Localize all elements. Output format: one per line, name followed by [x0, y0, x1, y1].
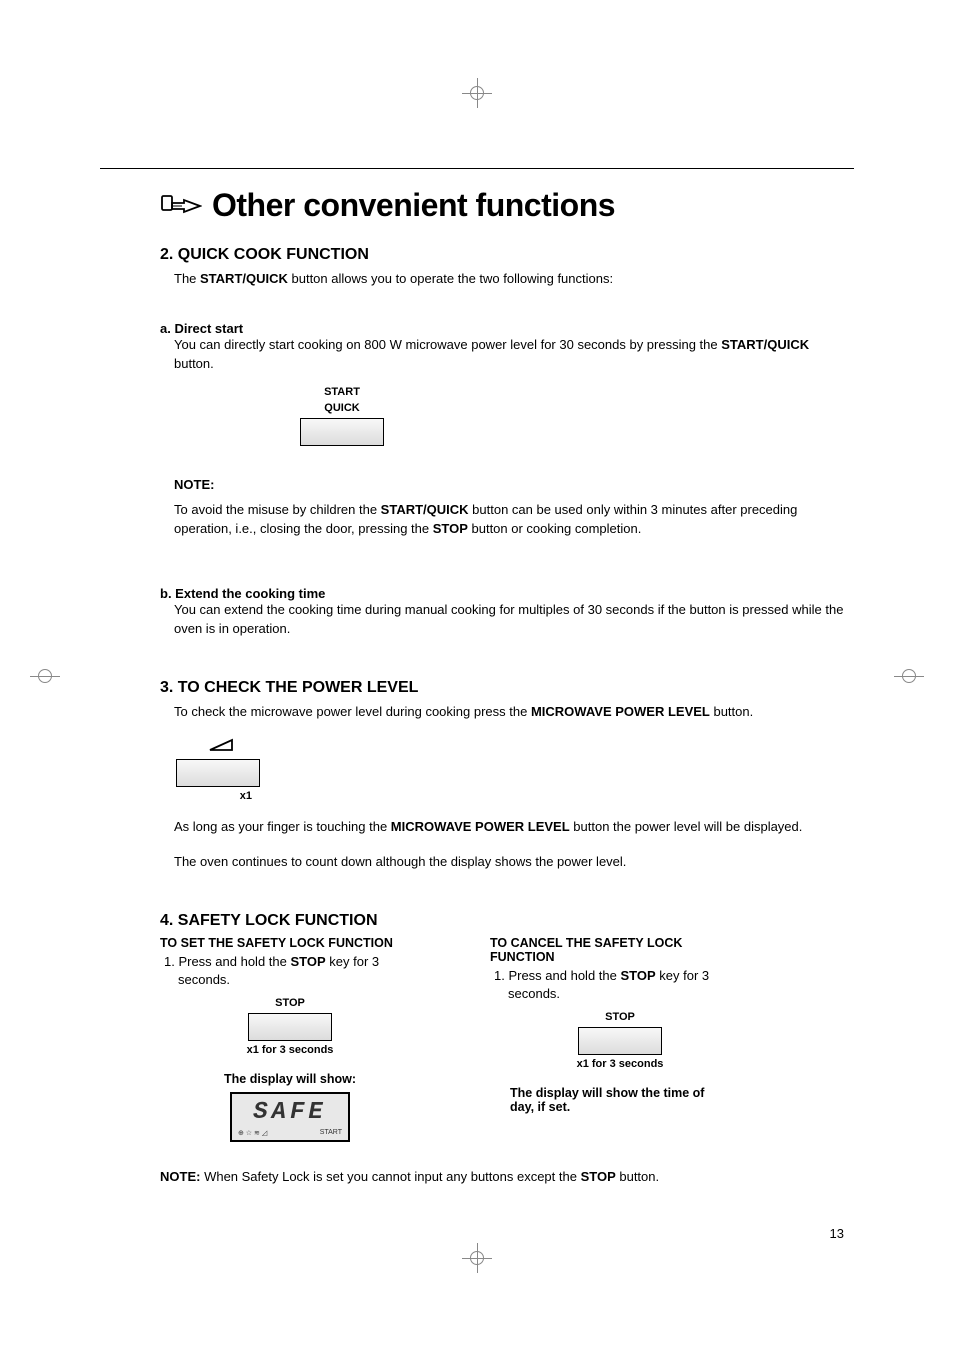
- subsection-b-head: b. Extend the cooking time: [160, 586, 844, 601]
- section-3-line3: The oven continues to count down althoug…: [174, 853, 844, 872]
- crop-mark-right: [894, 661, 924, 691]
- lcd-display: SAFE ⊕ ☆ ≋ ◿ START: [230, 1092, 350, 1142]
- page-title: Other convenient functions: [212, 187, 615, 224]
- section-3-intro: To check the microwave power level durin…: [174, 703, 844, 722]
- set-lock-step: 1. Press and hold the STOP key for 3 sec…: [178, 953, 420, 989]
- note-text: To avoid the misuse by children the STAR…: [174, 501, 844, 539]
- crop-mark-bottom: [462, 1243, 492, 1273]
- set-lock-head: TO SET THE SAFETY LOCK FUNCTION: [160, 936, 420, 950]
- stop-button-graphic-set: STOP x1 for 3 seconds: [160, 997, 420, 1056]
- stop-button-graphic-cancel: STOP x1 for 3 seconds: [490, 1011, 750, 1070]
- section-2-heading: 2. QUICK COOK FUNCTION: [160, 246, 844, 264]
- subsection-b-text: You can extend the cooking time during m…: [174, 601, 844, 639]
- power-level-button-graphic: x1: [176, 736, 260, 802]
- section-4-heading: 4. SAFETY LOCK FUNCTION: [160, 912, 844, 930]
- section-3-line2: As long as your finger is touching the M…: [174, 818, 844, 837]
- display-set-label: The display will show:: [160, 1072, 420, 1086]
- section-2-intro: The START/QUICK button allows you to ope…: [174, 270, 844, 289]
- start-quick-button-graphic: START QUICK: [300, 386, 384, 446]
- set-lock-column: TO SET THE SAFETY LOCK FUNCTION 1. Press…: [160, 936, 420, 1143]
- crop-mark-top: [462, 78, 492, 108]
- page-number: 13: [830, 1226, 844, 1241]
- cancel-lock-head: TO CANCEL THE SAFETY LOCK FUNCTION: [490, 936, 750, 964]
- cancel-lock-column: TO CANCEL THE SAFETY LOCK FUNCTION 1. Pr…: [490, 936, 750, 1143]
- subsection-a-text: You can directly start cooking on 800 W …: [174, 336, 844, 374]
- subsection-a-head: a. Direct start: [160, 321, 844, 336]
- display-cancel-label: The display will show the time of day, i…: [490, 1086, 750, 1114]
- section-4-note: NOTE: When Safety Lock is set you cannot…: [160, 1168, 844, 1187]
- cancel-lock-step: 1. Press and hold the STOP key for 3 sec…: [508, 967, 750, 1003]
- section-3-heading: 3. TO CHECK THE POWER LEVEL: [160, 679, 844, 697]
- crop-mark-left: [30, 661, 60, 691]
- note-head: NOTE:: [174, 476, 844, 495]
- page-frame: Other convenient functions 2. QUICK COOK…: [100, 168, 854, 1211]
- hand-pointer-icon: [160, 192, 202, 220]
